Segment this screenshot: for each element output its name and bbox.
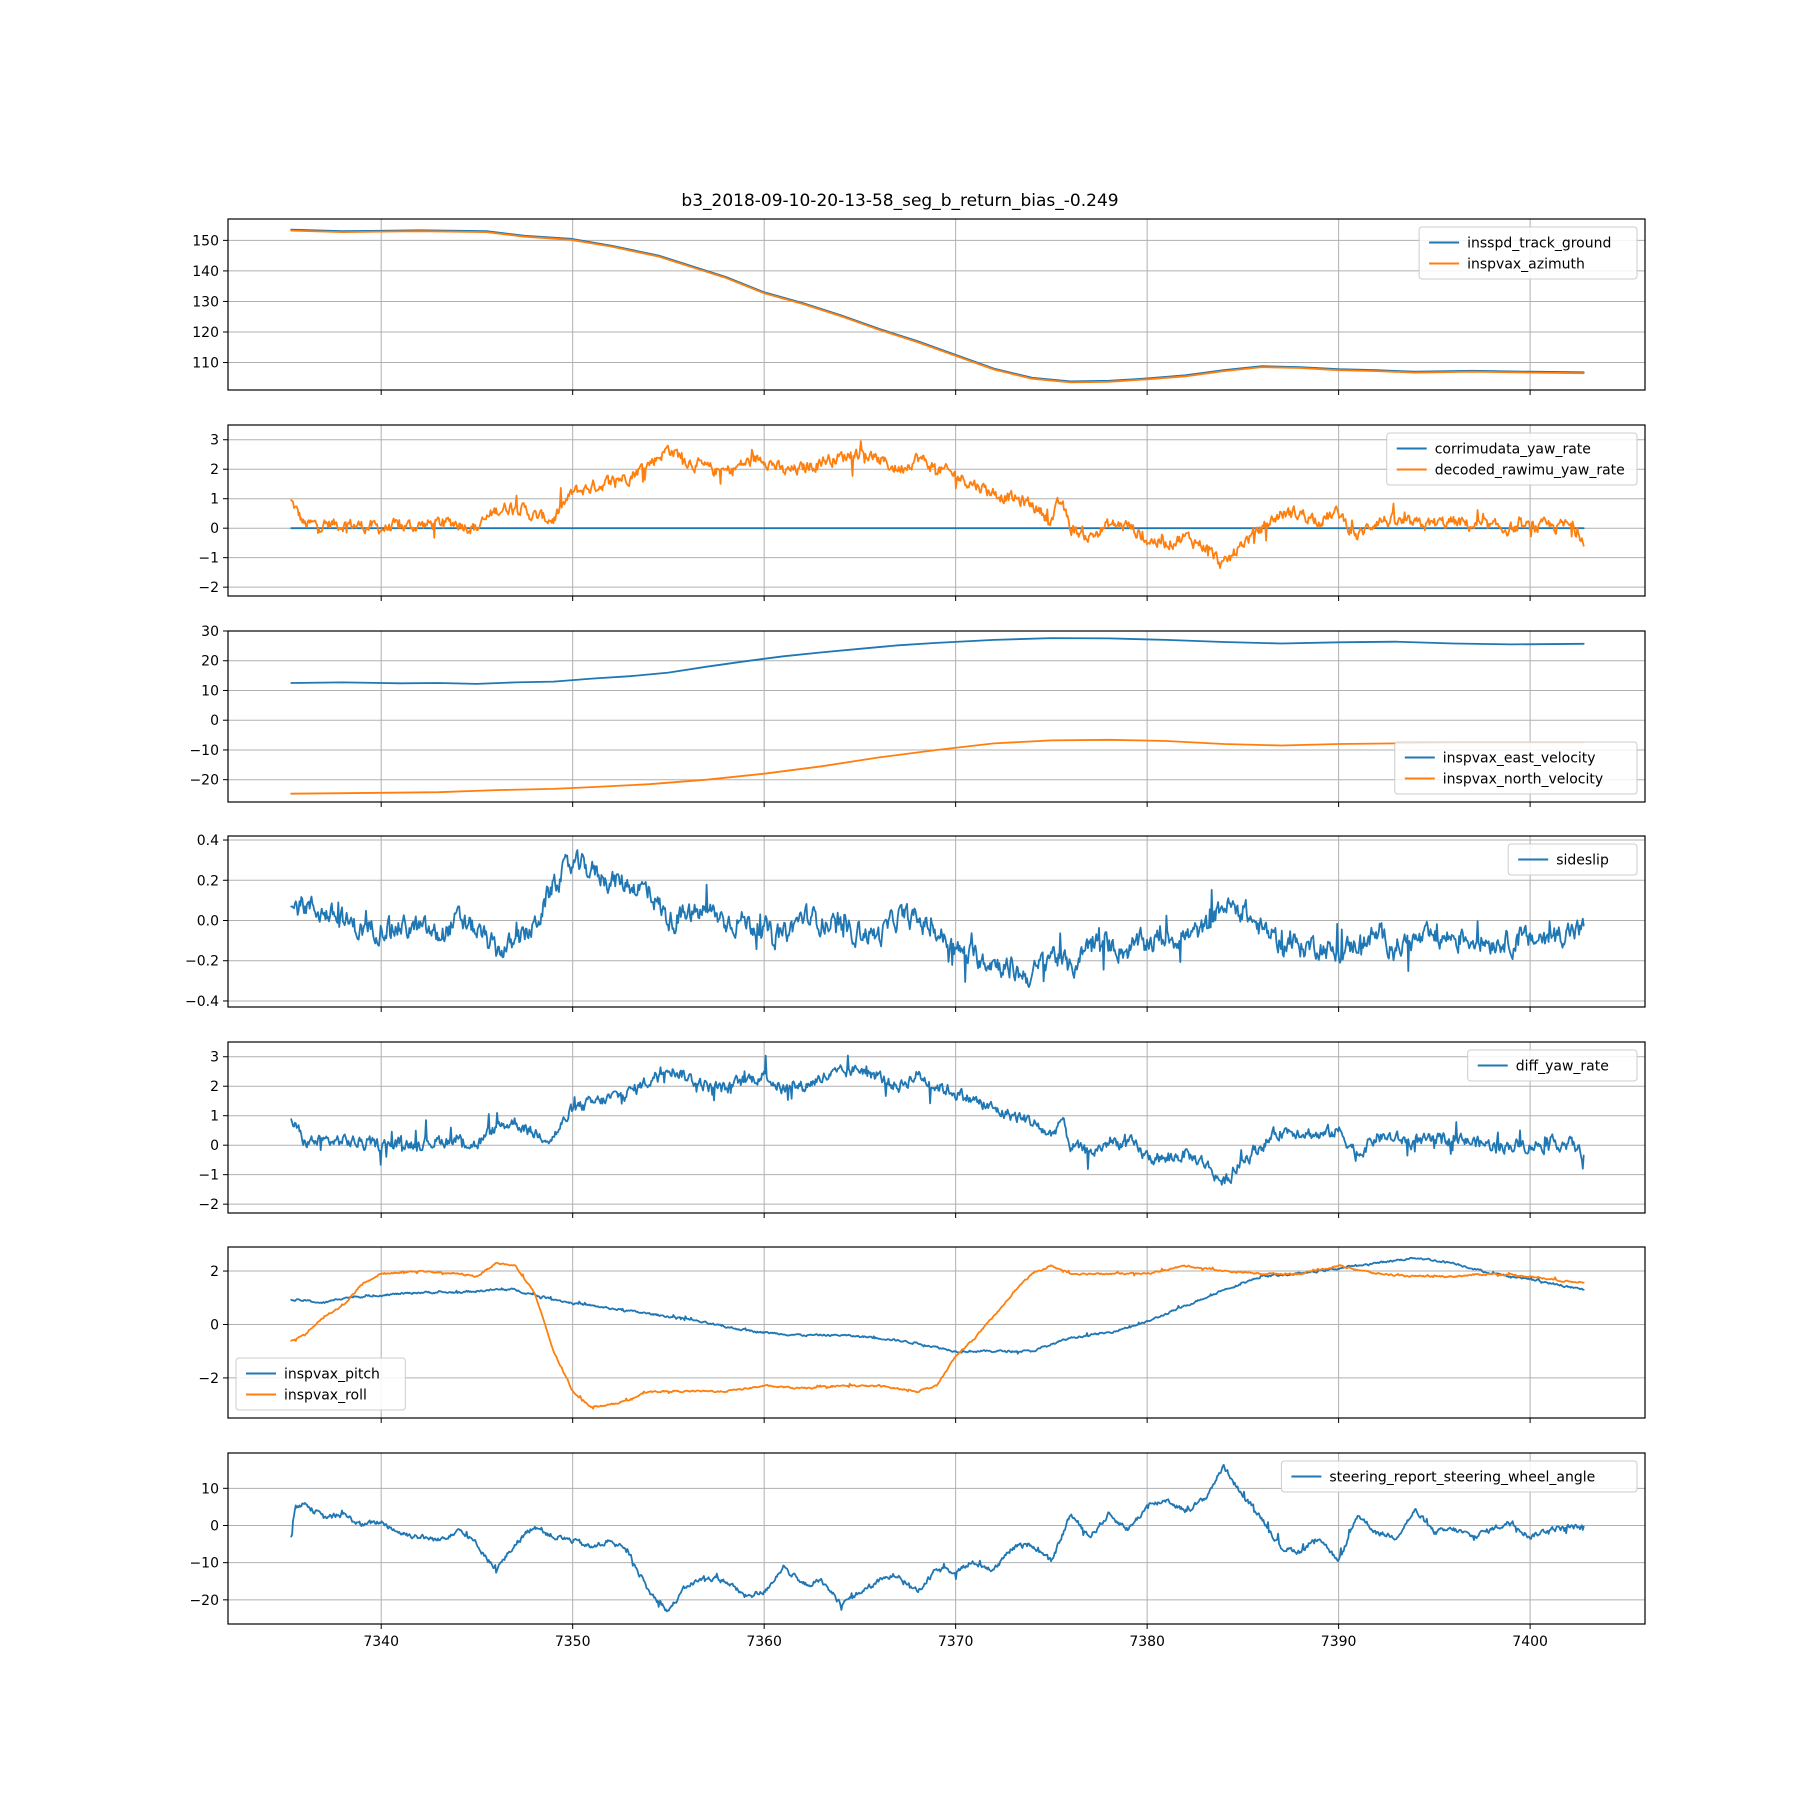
y-tick-label: −2 (198, 580, 219, 596)
legend-box (1280, 1460, 1638, 1493)
legend-box (235, 1357, 406, 1411)
y-tick-label: −0.2 (185, 954, 219, 970)
legend: corrimudata_yaw_rate decoded_rawimu_yaw_r… (1386, 432, 1638, 486)
legend-label: diff_yaw_rate (1516, 1059, 1609, 1075)
series-line-inspvax_pitch (290, 1256, 1585, 1355)
axes-frame (227, 630, 1646, 803)
series-line-inspvax_roll (290, 1261, 1585, 1410)
y-tick-label: −1 (198, 551, 219, 567)
y-tick-label: 2 (210, 1079, 219, 1095)
axes-frame (227, 1452, 1646, 1625)
legend-label: inspvax_east_velocity (1443, 751, 1596, 767)
y-tick-label: −2 (198, 1197, 219, 1213)
y-tick-label: 30 (201, 624, 219, 640)
legend: inspvax_east_velocity inspvax_north_veloc… (1394, 741, 1638, 795)
y-tick-label: 0 (210, 713, 219, 729)
y-tick-label: 0 (210, 1138, 219, 1154)
y-tick-label: 0 (210, 1317, 219, 1333)
y-tick-label: 0 (210, 1518, 219, 1534)
series-line-diff_yaw_rate (290, 1054, 1585, 1186)
y-tick-label: 20 (201, 654, 219, 670)
series-line-insspd_track_ground (290, 228, 1585, 383)
y-tick-label: 0 (210, 521, 219, 537)
series-line-inspvax_north_velocity (290, 738, 1585, 795)
series-line-inspvax_azimuth (290, 229, 1585, 384)
y-tick-label: 140 (192, 264, 219, 280)
subplot-4: −0.4 −0.2 0.0 0.2 0.4 sideslip (185, 833, 1646, 1012)
legend-label: inspvax_azimuth (1467, 257, 1585, 273)
legend: sideslip (1507, 843, 1638, 876)
series-line-steering_report_steering_wheel_angle (290, 1463, 1585, 1613)
y-tick-label: 1 (210, 492, 219, 508)
y-tick-label: 2 (210, 462, 219, 478)
x-tick-label: 7370 (938, 1634, 974, 1650)
y-tick-label: −20 (189, 1593, 219, 1609)
y-tick-label: 0.2 (197, 873, 219, 889)
legend-label: decoded_rawimu_yaw_rate (1435, 463, 1625, 479)
y-tick-label: −20 (189, 773, 219, 789)
y-tick-label: 3 (210, 1050, 219, 1066)
y-tick-label: 1 (210, 1109, 219, 1125)
legend-box (1467, 1049, 1638, 1082)
axes-frame (227, 218, 1646, 391)
figure-title: b3_2018-09-10-20-13-58_seg_b_return_bias… (681, 191, 1118, 211)
legend-box (1394, 741, 1638, 795)
axes-frame (227, 835, 1646, 1008)
y-tick-label: −0.4 (185, 994, 219, 1010)
legend-label: steering_report_steering_wheel_angle (1329, 1470, 1595, 1486)
subplot-3: −20−100102030inspvax_east_velocityinspva… (189, 624, 1646, 807)
y-tick-label: 120 (192, 325, 219, 341)
legend-label: inspvax_north_velocity (1443, 772, 1603, 788)
subplot-2: −2 −1 0 1 2 3 corrimudata_yaw_rate decoded_rawi… (198, 424, 1646, 601)
y-tick-label: 130 (192, 294, 219, 310)
series-line-sideslip (290, 849, 1585, 988)
y-tick-label: −1 (198, 1168, 219, 1184)
x-tick-label: 7360 (746, 1634, 782, 1650)
y-tick-label: 10 (201, 683, 219, 699)
legend-label: sideslip (1556, 853, 1609, 869)
y-tick-label: 0.4 (197, 833, 219, 849)
legend-label: inspvax_pitch (284, 1367, 380, 1383)
series-line-decoded_rawimu_yaw_rate (290, 440, 1585, 569)
x-tick-label: 7350 (555, 1634, 591, 1650)
y-tick-label: −10 (189, 743, 219, 759)
y-tick-label: 150 (192, 233, 219, 249)
x-tick-label: 7380 (1129, 1634, 1165, 1650)
axes-frame (227, 1246, 1646, 1419)
legend: inspvax_pitch inspvax_roll (235, 1357, 406, 1411)
subplot-1: 110 120 130 140 150 insspd_track_groundinspva… (192, 218, 1646, 395)
y-tick-label: −10 (189, 1556, 219, 1572)
y-tick-label: 2 (210, 1264, 219, 1280)
legend: diff_yaw_rate (1467, 1049, 1638, 1082)
y-tick-label: 110 (192, 356, 219, 372)
y-tick-label: 0.0 (197, 913, 219, 929)
legend-box (1386, 432, 1638, 486)
axes-frame (227, 1041, 1646, 1214)
x-tick-label: 7390 (1321, 1634, 1357, 1650)
legend-box (1418, 226, 1638, 280)
legend: insspd_track_ground inspvax_azimuth (1418, 226, 1638, 280)
y-tick-label: 3 (210, 433, 219, 449)
legend-label: inspvax_roll (284, 1388, 367, 1404)
y-tick-label: −2 (198, 1371, 219, 1387)
y-tick-label: 10 (201, 1481, 219, 1497)
subplot-5: −2 −1 0 1 2 3 diff_yaw_rate (198, 1041, 1646, 1218)
x-tick-label: 7400 (1512, 1634, 1548, 1650)
axes-frame (227, 424, 1646, 597)
subplot-6: −2 0 2 inspvax_pitch inspvax_roll (198, 1246, 1646, 1423)
legend: steering_report_steering_wheel_angle (1280, 1460, 1638, 1493)
legend-box (1507, 843, 1638, 876)
legend-label: insspd_track_ground (1467, 236, 1611, 252)
series-line-inspvax_east_velocity (290, 637, 1585, 685)
legend-label: corrimudata_yaw_rate (1435, 442, 1591, 458)
x-tick-label: 7340 (363, 1634, 399, 1650)
subplot-7: −20 −10 0 10 7340 7350 7360 7370 7380 7390 7400 ste… (189, 1452, 1646, 1650)
